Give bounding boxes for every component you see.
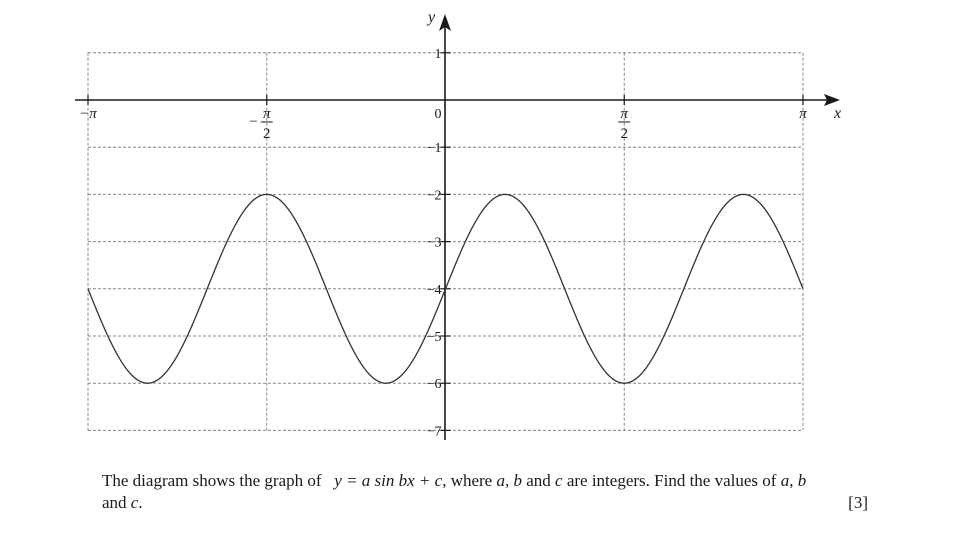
- y-tick-label: −3: [427, 236, 442, 251]
- y-axis-arrow-icon: [439, 14, 451, 31]
- y-tick-label: −2: [427, 188, 442, 203]
- y-tick-label: −6: [427, 377, 442, 392]
- and-word-2: and: [102, 493, 127, 512]
- question-sentence: The diagram shows the graph of y = a sin…: [102, 470, 806, 492]
- x-tick-label: 0: [435, 107, 442, 122]
- tick-labels: 1−1−2−3−4−5−6−7−π π2− 0 π2π: [79, 47, 807, 440]
- var-b-2: b: [797, 471, 807, 490]
- y-tick-label: −7: [427, 424, 442, 439]
- var-a-2: a: [780, 471, 790, 490]
- x-axis-arrow-icon: [824, 94, 840, 106]
- var-c-2: c: [130, 493, 139, 512]
- x-tick-label-denominator: 2: [621, 126, 629, 142]
- question-end: and c.: [102, 492, 143, 514]
- period: .: [138, 493, 143, 512]
- comma-2: ,: [789, 471, 794, 490]
- x-tick-label-minus: −: [249, 114, 257, 130]
- question-task: are integers. Find the values of: [566, 471, 777, 490]
- question-line-1: The diagram shows the graph of y = a sin…: [102, 470, 868, 492]
- y-axis-label: y: [426, 9, 436, 26]
- marks-label: [3]: [848, 493, 868, 512]
- y-tick-label: 1: [435, 47, 442, 62]
- comma: ,: [504, 471, 510, 490]
- x-tick-label: π: [799, 106, 807, 122]
- x-tick-label: −π: [79, 106, 97, 122]
- question-line-2: and c. [3]: [102, 492, 868, 514]
- axes: x y: [75, 9, 841, 440]
- var-b: b: [513, 471, 522, 490]
- y-tick-label: −4: [427, 283, 442, 298]
- question-text: The diagram shows the graph of y = a sin…: [102, 470, 868, 514]
- equation: y = a sin bx + c: [334, 471, 443, 490]
- x-tick-label-denominator: 2: [263, 126, 271, 142]
- y-tick-label: −5: [427, 330, 442, 345]
- question-intro: The diagram shows the graph of: [102, 471, 322, 490]
- sine-curve: [87, 193, 804, 384]
- var-a: a: [496, 471, 505, 490]
- x-tick-label-numerator: π: [620, 106, 628, 122]
- var-c: c: [555, 471, 563, 490]
- x-tick-label-numerator: π: [263, 106, 271, 122]
- question-where: , where: [442, 471, 493, 490]
- and-word: and: [526, 471, 551, 490]
- x-axis-label: x: [833, 105, 841, 122]
- graph-figure: x y 1−1−2−3−4−5−6−7−π π2− 0 π2π: [75, 9, 841, 440]
- y-tick-label: −1: [427, 141, 442, 156]
